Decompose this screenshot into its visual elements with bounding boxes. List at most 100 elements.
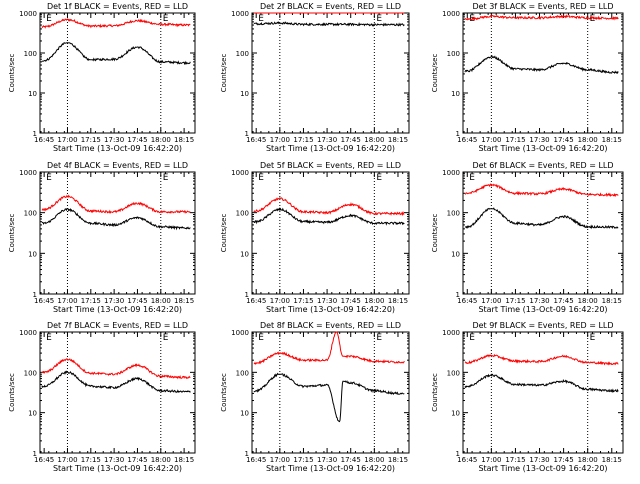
y-tick-label: 1 (33, 450, 37, 458)
y-tick-label: 1 (456, 291, 460, 299)
y-tick-label: 100 (447, 210, 460, 218)
chart-title: Det 1f BLACK = Events, RED = LLD (47, 2, 188, 11)
x-tick-label: 18:15 (388, 297, 408, 305)
chart-title: Det 5f BLACK = Events, RED = LLD (260, 161, 401, 170)
x-axis-label: Start Time (13-Oct-09 16:42:20) (53, 144, 182, 153)
y-axis-label: Counts/sec (220, 54, 228, 93)
x-tick-label: 18:15 (602, 297, 622, 305)
plot-frame (251, 12, 410, 134)
y-tick-label: 1000 (442, 10, 460, 18)
x-tick-label: 17:00 (57, 297, 77, 305)
x-tick-label: 17:45 (341, 456, 361, 464)
x-tick-label: 16:45 (34, 136, 54, 144)
x-tick-label: 18:00 (151, 136, 171, 144)
y-tick-label: 1 (456, 130, 460, 138)
x-axis-label: Start Time (13-Oct-09 16:42:20) (266, 305, 395, 314)
chart-panel-9: Det 9f BLACK = Events, RED = LLD 1 10 100 10… (431, 321, 624, 473)
x-tick-label: 18:00 (364, 297, 384, 305)
y-axis-label: Counts/sec (8, 54, 16, 93)
x-tick-label: 18:00 (151, 456, 171, 464)
y-tick-label: 1 (456, 450, 460, 458)
chart-title: Det 3f BLACK = Events, RED = LLD (472, 2, 613, 11)
marker-label-e: E (590, 333, 596, 343)
marker-label-e: E (46, 173, 52, 183)
y-tick-label: 100 (24, 210, 37, 218)
x-tick-label: 17:45 (341, 136, 361, 144)
chart-panel-2: Det 2f BLACK = Events, RED = LLD 1 10 100 10… (220, 2, 410, 153)
x-tick-label: 17:30 (317, 456, 337, 464)
x-tick-label: 17:45 (127, 297, 147, 305)
x-tick-label: 17:00 (57, 136, 77, 144)
y-tick-label: 100 (24, 50, 37, 58)
chart-title: Det 7f BLACK = Events, RED = LLD (47, 321, 188, 330)
x-tick-label: 17:30 (317, 136, 337, 144)
y-tick-label: 10 (240, 90, 249, 98)
y-tick-label: 1000 (19, 10, 37, 18)
y-axis-label: Counts/sec (220, 373, 228, 412)
plot-frame (462, 12, 624, 134)
y-tick-label: 10 (28, 250, 37, 258)
marker-label-e: E (258, 333, 264, 343)
x-tick-label: 16:45 (246, 297, 266, 305)
x-tick-label: 18:00 (364, 136, 384, 144)
marker-label-e: E (163, 333, 169, 343)
chart-panel-8: Det 8f BLACK = Events, RED = LLD 1 10 100 10… (220, 321, 410, 473)
x-tick-label: 18:00 (578, 297, 598, 305)
x-tick-label: 18:00 (578, 136, 598, 144)
plot-frame (39, 171, 196, 295)
chart-title: Det 6f BLACK = Events, RED = LLD (472, 161, 613, 170)
x-tick-label: 17:00 (57, 456, 77, 464)
x-tick-label: 17:30 (529, 297, 549, 305)
x-tick-label: 18:00 (578, 456, 598, 464)
marker-label-e: E (376, 173, 382, 183)
plot-frame (462, 171, 624, 295)
y-tick-label: 100 (24, 369, 37, 377)
x-tick-label: 18:15 (602, 456, 622, 464)
x-tick-label: 18:15 (602, 136, 622, 144)
series-events-black (41, 41, 191, 66)
y-tick-label: 1000 (442, 329, 460, 337)
x-tick-label: 17:15 (293, 456, 313, 464)
y-axis-label: Counts/sec (8, 373, 16, 412)
chart-panel-4: Det 4f BLACK = Events, RED = LLD 1 10 100 10… (8, 161, 196, 314)
y-tick-label: 10 (28, 90, 37, 98)
marker-label-e: E (590, 173, 596, 183)
y-tick-label: 100 (447, 369, 460, 377)
y-tick-label: 10 (451, 90, 460, 98)
y-tick-label: 100 (236, 50, 249, 58)
y-axis-label: Counts/sec (431, 373, 439, 412)
x-axis-label: Start Time (13-Oct-09 16:42:20) (478, 305, 607, 314)
x-tick-label: 18:15 (388, 136, 408, 144)
x-tick-label: 17:15 (505, 297, 525, 305)
y-tick-label: 100 (236, 369, 249, 377)
x-tick-label: 17:15 (293, 136, 313, 144)
marker-label-e: E (590, 14, 596, 24)
series-events-black (464, 373, 619, 393)
x-tick-label: 16:45 (246, 136, 266, 144)
series-lld-red (41, 18, 191, 29)
marker-label-e: E (163, 173, 169, 183)
chart-panel-5: Det 5f BLACK = Events, RED = LLD 1 10 100 10… (220, 161, 410, 314)
x-tick-label: 17:30 (104, 136, 124, 144)
chart-panel-1: Det 1f BLACK = Events, RED = LLD 1 10 100 10… (8, 2, 196, 153)
marker-label-e: E (469, 173, 475, 183)
y-tick-label: 1000 (19, 329, 37, 337)
x-tick-label: 17:30 (104, 297, 124, 305)
x-tick-label: 17:15 (293, 297, 313, 305)
y-tick-label: 1 (245, 130, 249, 138)
marker-label-e: E (46, 333, 52, 343)
x-tick-label: 17:00 (481, 136, 501, 144)
series-events-black (464, 207, 619, 230)
y-tick-label: 1000 (231, 329, 249, 337)
plot-frame (462, 331, 624, 454)
plot-frame (39, 331, 196, 454)
series-lld-red (253, 331, 405, 365)
series-lld-red (41, 194, 191, 214)
x-tick-label: 17:15 (505, 456, 525, 464)
x-tick-label: 17:15 (81, 136, 101, 144)
y-tick-label: 10 (240, 250, 249, 258)
x-tick-label: 16:45 (457, 136, 477, 144)
marker-label-e: E (376, 14, 382, 24)
x-tick-label: 17:45 (554, 136, 574, 144)
x-tick-label: 16:45 (457, 297, 477, 305)
